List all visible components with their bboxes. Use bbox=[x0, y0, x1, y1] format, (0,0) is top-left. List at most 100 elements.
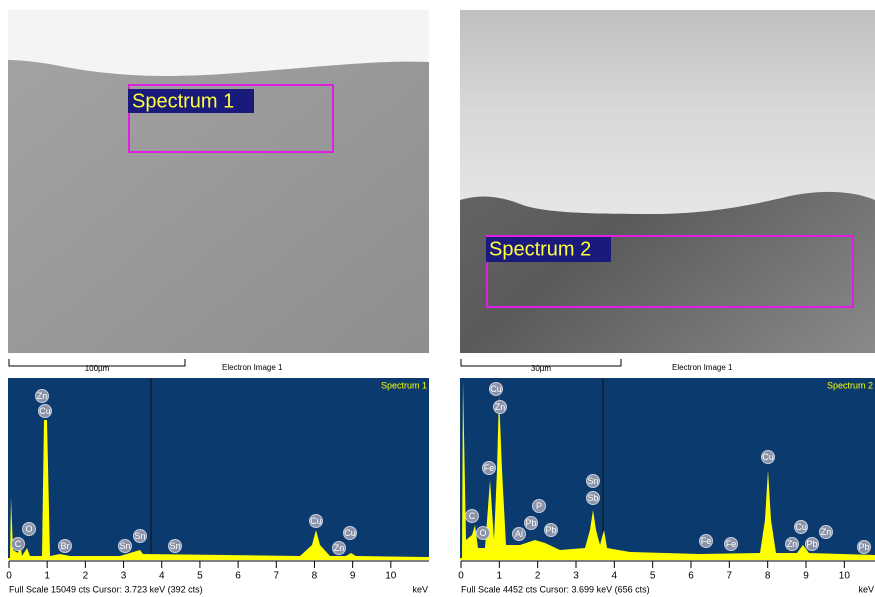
peak-marker bbox=[168, 539, 182, 553]
peak-marker bbox=[493, 400, 507, 414]
spectrum-plot: Spectrum 2 Full Scale 4452 cts Cursor: 3… bbox=[460, 378, 875, 597]
peak-marker bbox=[343, 526, 357, 540]
peak-marker bbox=[465, 509, 479, 523]
peak-marker bbox=[586, 491, 600, 505]
peak-marker bbox=[532, 499, 546, 513]
x-tick-label: 8 bbox=[312, 571, 318, 582]
x-tick-label: 5 bbox=[650, 571, 656, 582]
peak-marker bbox=[309, 514, 323, 528]
peak-label: Cu bbox=[310, 516, 322, 526]
x-tick-label: 8 bbox=[765, 571, 771, 582]
peak-label: Sn bbox=[169, 541, 180, 551]
x-tick-label: 7 bbox=[273, 571, 279, 582]
peak-label: Zn bbox=[787, 539, 798, 549]
peak-label: Sn bbox=[134, 531, 145, 541]
x-tick-label: 3 bbox=[121, 571, 127, 582]
sem-image: Spectrum 1 bbox=[8, 10, 429, 353]
peak-marker bbox=[476, 526, 490, 540]
spectrum-label: Spectrum 1 bbox=[132, 90, 234, 112]
x-tick-label: 9 bbox=[350, 571, 356, 582]
peak-marker bbox=[38, 404, 52, 418]
peak-marker bbox=[489, 382, 503, 396]
peak-label: O bbox=[479, 528, 486, 538]
x-tick-label: 7 bbox=[727, 571, 733, 582]
scale-label: 30µm bbox=[531, 364, 552, 373]
scale-bar: 30µm Electron Image 1 bbox=[460, 359, 733, 373]
peak-label: O bbox=[25, 524, 32, 534]
spectrum-title: Spectrum 2 bbox=[827, 380, 873, 390]
image-caption: Electron Image 1 bbox=[672, 363, 733, 372]
peak-label: P bbox=[536, 501, 542, 511]
x-tick-label: 0 bbox=[458, 571, 464, 582]
peak-marker bbox=[332, 541, 346, 555]
x-tick-label: 4 bbox=[159, 571, 165, 582]
peak-label: C bbox=[15, 539, 22, 549]
peak-marker bbox=[118, 539, 132, 553]
x-tick-label: 0 bbox=[6, 571, 12, 582]
peak-label: Cu bbox=[490, 384, 502, 394]
peak-label: Zn bbox=[495, 402, 506, 412]
peak-marker bbox=[133, 529, 147, 543]
peak-label: Sn bbox=[119, 541, 130, 551]
peak-marker bbox=[794, 520, 808, 534]
peak-label: Pb bbox=[806, 539, 817, 549]
peak-label: Al bbox=[515, 529, 523, 539]
x-tick-label: 5 bbox=[197, 571, 203, 582]
peak-label: Br bbox=[61, 541, 70, 551]
peak-label: Cu bbox=[344, 528, 356, 538]
x-tick-label: 6 bbox=[688, 571, 694, 582]
peak-label: Zn bbox=[821, 527, 832, 537]
spectrum-footer: Full Scale 15049 cts Cursor: 3.723 keV (… bbox=[9, 584, 203, 594]
scale-bar: 100µm Electron Image 1 bbox=[8, 359, 283, 373]
peak-marker bbox=[524, 516, 538, 530]
x-tick-label: 6 bbox=[235, 571, 241, 582]
peak-marker bbox=[699, 534, 713, 548]
spectrum-plot: Spectrum 1 Full Scale 15049 cts Cursor: … bbox=[8, 378, 429, 597]
peak-label: C bbox=[469, 511, 476, 521]
spectrum-footer: Full Scale 4452 cts Cursor: 3.699 keV (6… bbox=[461, 584, 650, 594]
spectrum-title: Spectrum 1 bbox=[381, 380, 427, 390]
peak-marker bbox=[544, 523, 558, 537]
peak-label: Sn bbox=[587, 476, 598, 486]
peak-marker bbox=[819, 525, 833, 539]
peak-label: Fe bbox=[726, 539, 737, 549]
peak-marker bbox=[482, 461, 496, 475]
peak-label: Pb bbox=[525, 518, 536, 528]
peak-label: Cu bbox=[795, 522, 807, 532]
peak-marker bbox=[761, 450, 775, 464]
x-tick-label: 2 bbox=[535, 571, 541, 582]
x-tick-label: 3 bbox=[573, 571, 579, 582]
peak-marker bbox=[35, 389, 49, 403]
spectrum-label: Spectrum 2 bbox=[489, 238, 591, 260]
scale-label: 100µm bbox=[85, 364, 110, 373]
peak-label: Zn bbox=[37, 391, 48, 401]
x-tick-label: 2 bbox=[83, 571, 89, 582]
peak-label: Zn bbox=[334, 543, 345, 553]
peak-label: Cu bbox=[762, 452, 774, 462]
x-tick-label: 4 bbox=[612, 571, 618, 582]
sem-image: Spectrum 2 bbox=[460, 10, 875, 353]
x-tick-label: 1 bbox=[497, 571, 503, 582]
peak-marker bbox=[724, 537, 738, 551]
peak-marker bbox=[11, 537, 25, 551]
peak-label: Pb bbox=[858, 542, 869, 552]
peak-marker bbox=[22, 522, 36, 536]
peak-marker bbox=[512, 527, 526, 541]
peak-label: Sb bbox=[587, 493, 598, 503]
x-tick-label: 10 bbox=[385, 571, 397, 582]
image-caption: Electron Image 1 bbox=[222, 363, 283, 372]
peak-marker bbox=[857, 540, 871, 554]
x-tick-label: 1 bbox=[44, 571, 50, 582]
x-tick-label: 9 bbox=[803, 571, 809, 582]
peak-label: Pb bbox=[545, 525, 556, 535]
peak-marker bbox=[805, 537, 819, 551]
peak-marker bbox=[58, 539, 72, 553]
unit: keV bbox=[858, 584, 874, 594]
peak-marker bbox=[586, 474, 600, 488]
peak-label: Cu bbox=[39, 406, 51, 416]
unit: keV bbox=[412, 584, 428, 594]
peak-label: Fe bbox=[701, 536, 712, 546]
x-tick-label: 10 bbox=[839, 571, 851, 582]
peak-label: Fe bbox=[484, 463, 495, 473]
